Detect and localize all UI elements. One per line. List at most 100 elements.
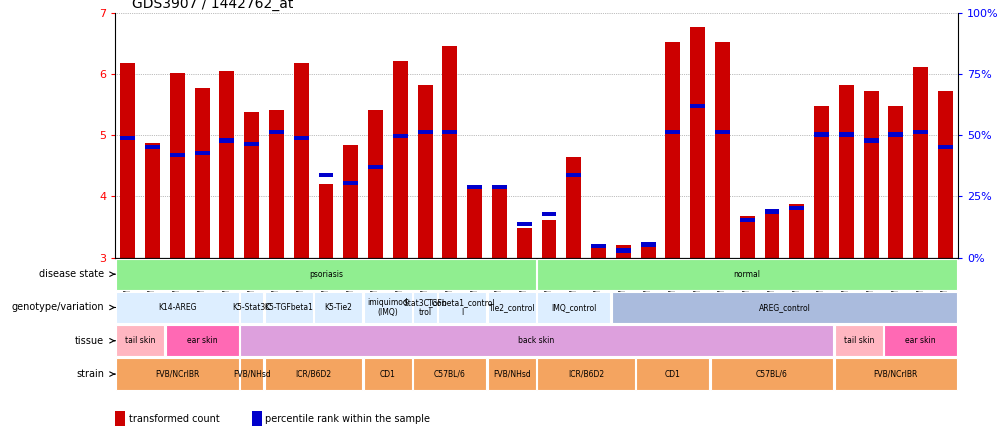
Text: psoriasis: psoriasis bbox=[309, 270, 343, 279]
Text: IMQ_control: IMQ_control bbox=[550, 303, 596, 312]
Bar bbox=[239, 325, 833, 357]
Text: tissue: tissue bbox=[75, 336, 104, 346]
Text: GDS3907 / 1442762_at: GDS3907 / 1442762_at bbox=[132, 0, 294, 11]
Text: Stat3C_con
trol: Stat3C_con trol bbox=[403, 298, 446, 317]
Bar bbox=[169, 73, 184, 258]
Bar bbox=[442, 130, 457, 134]
Bar bbox=[764, 209, 779, 214]
Bar bbox=[116, 258, 535, 290]
Bar bbox=[834, 358, 956, 390]
Text: strain: strain bbox=[76, 369, 104, 379]
Bar bbox=[834, 325, 882, 357]
Bar bbox=[319, 184, 333, 258]
Bar bbox=[640, 244, 655, 258]
Bar bbox=[243, 112, 259, 258]
Text: C57BL/6: C57BL/6 bbox=[756, 369, 788, 379]
Bar bbox=[537, 292, 609, 323]
Text: imiquimod
(IMQ): imiquimod (IMQ) bbox=[367, 298, 408, 317]
Bar bbox=[239, 358, 263, 390]
Bar bbox=[884, 325, 956, 357]
Bar bbox=[467, 185, 482, 189]
Bar bbox=[714, 42, 729, 258]
Bar bbox=[243, 142, 259, 147]
Bar bbox=[636, 358, 708, 390]
Bar bbox=[116, 358, 238, 390]
Bar bbox=[888, 132, 903, 137]
Bar bbox=[194, 151, 209, 155]
Text: Tie2_control: Tie2_control bbox=[488, 303, 535, 312]
Bar bbox=[314, 292, 362, 323]
Bar bbox=[615, 246, 630, 258]
Bar bbox=[590, 244, 605, 248]
Text: ear skin: ear skin bbox=[905, 336, 935, 345]
Bar bbox=[145, 145, 159, 149]
Bar bbox=[664, 42, 679, 258]
Bar bbox=[487, 358, 535, 390]
Bar bbox=[789, 204, 804, 258]
Bar bbox=[913, 130, 927, 134]
Bar bbox=[442, 46, 457, 258]
Bar bbox=[541, 212, 556, 216]
Text: genotype/variation: genotype/variation bbox=[12, 302, 104, 313]
Bar bbox=[413, 358, 486, 390]
Bar bbox=[566, 173, 580, 177]
Bar bbox=[537, 358, 634, 390]
Text: FVB/NHsd: FVB/NHsd bbox=[232, 369, 271, 379]
Text: CD1: CD1 bbox=[380, 369, 396, 379]
Bar bbox=[615, 248, 630, 253]
Bar bbox=[863, 139, 878, 143]
Bar bbox=[739, 216, 754, 258]
Text: ear skin: ear skin bbox=[186, 336, 217, 345]
Bar bbox=[145, 143, 159, 258]
Bar bbox=[169, 153, 184, 157]
Bar bbox=[689, 103, 704, 108]
Text: transformed count: transformed count bbox=[129, 414, 219, 424]
Bar bbox=[368, 165, 383, 169]
Bar bbox=[566, 157, 580, 258]
Bar bbox=[492, 185, 506, 189]
Bar bbox=[239, 292, 263, 323]
Bar bbox=[364, 292, 412, 323]
Text: CD1: CD1 bbox=[664, 369, 680, 379]
Bar bbox=[467, 189, 482, 258]
Bar bbox=[789, 206, 804, 210]
Text: FVB/NCrIBR: FVB/NCrIBR bbox=[155, 369, 199, 379]
Bar bbox=[689, 27, 704, 258]
Bar bbox=[913, 67, 927, 258]
Bar bbox=[516, 222, 531, 226]
Bar bbox=[838, 85, 853, 258]
Bar bbox=[714, 130, 729, 134]
Text: disease state: disease state bbox=[39, 269, 104, 279]
Text: ICR/B6D2: ICR/B6D2 bbox=[296, 369, 332, 379]
Bar bbox=[863, 91, 878, 258]
Bar bbox=[611, 292, 956, 323]
Bar bbox=[343, 181, 358, 186]
Text: normal: normal bbox=[733, 270, 760, 279]
Bar bbox=[814, 106, 829, 258]
Bar bbox=[492, 187, 506, 258]
Bar bbox=[838, 132, 853, 137]
Bar bbox=[590, 246, 605, 258]
Bar bbox=[438, 292, 486, 323]
Bar bbox=[710, 358, 833, 390]
Bar bbox=[319, 173, 333, 177]
Bar bbox=[417, 130, 432, 134]
Bar bbox=[764, 210, 779, 258]
Bar bbox=[516, 228, 531, 258]
Text: C57BL/6: C57BL/6 bbox=[434, 369, 465, 379]
Bar bbox=[269, 110, 284, 258]
Bar bbox=[294, 136, 309, 140]
Text: K5-Tie2: K5-Tie2 bbox=[324, 303, 352, 312]
Text: FVB/NCrIBR: FVB/NCrIBR bbox=[873, 369, 917, 379]
Text: TGFbeta1_control
l: TGFbeta1_control l bbox=[428, 298, 496, 317]
Bar bbox=[194, 88, 209, 258]
Bar bbox=[252, 411, 262, 426]
Text: percentile rank within the sample: percentile rank within the sample bbox=[265, 414, 430, 424]
Bar bbox=[640, 242, 655, 246]
Text: tail skin: tail skin bbox=[843, 336, 873, 345]
Bar bbox=[219, 71, 234, 258]
Bar bbox=[115, 411, 125, 426]
Bar bbox=[393, 134, 408, 139]
Bar bbox=[413, 292, 436, 323]
Bar bbox=[393, 61, 408, 258]
